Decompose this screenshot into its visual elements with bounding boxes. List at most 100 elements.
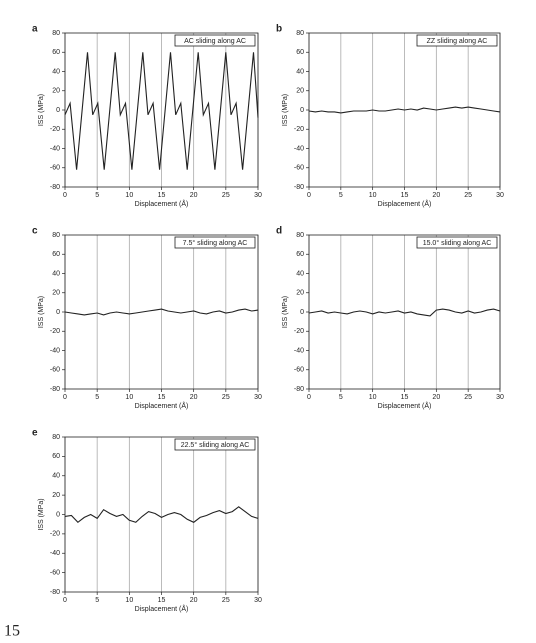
y-tick-label: -80 [50,589,60,596]
y-tick-label: 80 [52,30,60,37]
x-tick-label: 15 [401,394,409,401]
x-tick-label: 5 [95,394,99,401]
plot-frame [308,32,501,188]
x-tick-label: 15 [158,394,166,401]
y-tick-label: 20 [52,492,60,499]
panel-letter: a [32,24,38,35]
y-tick-label: -40 [294,145,304,152]
data-line [64,308,259,316]
y-tick-label: 80 [296,232,304,239]
panel-letter: d [276,226,282,237]
y-tick-label: 0 [56,107,60,114]
y-tick-label: 40 [52,270,60,277]
y-tick-label: -20 [294,328,304,335]
x-tick-label: 10 [125,394,133,401]
panel-letter: b [276,24,282,35]
y-tick-label: -60 [294,165,304,172]
y-tick-label: -60 [294,367,304,374]
x-tick-label: 25 [464,192,472,199]
x-tick-label: 15 [158,192,166,199]
legend-box [174,34,256,47]
y-tick-label: 60 [52,251,60,258]
y-tick-label: 0 [56,511,60,518]
x-tick-label: 5 [339,192,343,199]
y-axis-title: ISS (MPa) [282,296,289,328]
y-tick-label: 20 [296,88,304,95]
y-tick-label: -40 [50,550,60,557]
x-tick-label: 25 [222,394,230,401]
x-tick-label: 15 [401,192,409,199]
legend-text: 7.5° sliding along AC [183,239,248,247]
panel-letter: e [32,428,38,439]
y-tick-label: -40 [50,347,60,354]
panel-letter: c [32,226,38,237]
x-tick-label: 20 [190,597,198,604]
legend-text: 15.0° sliding along AC [423,239,492,247]
x-tick-label: 10 [369,192,377,199]
y-tick-label: 0 [56,309,60,316]
y-tick-label: -80 [50,184,60,191]
data-line [308,106,501,114]
data-line [64,52,259,170]
x-tick-label: 0 [63,192,67,199]
x-tick-label: 20 [432,394,440,401]
y-tick-label: 60 [52,49,60,56]
y-tick-label: -60 [50,367,60,374]
y-tick-label: -80 [294,184,304,191]
y-tick-label: -40 [50,145,60,152]
y-tick-label: 80 [52,434,60,441]
page-number: 15 [4,623,20,640]
y-tick-label: -20 [50,531,60,538]
x-tick-label: 30 [254,597,262,604]
y-axis-title: ISS (MPa) [282,94,289,126]
y-tick-label: -40 [294,347,304,354]
x-axis-title: Displacement (Å) [135,401,189,410]
x-tick-label: 30 [254,192,262,199]
y-tick-label: 40 [296,68,304,75]
legend-text: 22.5° sliding along AC [181,441,250,449]
x-tick-label: 30 [254,394,262,401]
y-tick-label: 80 [52,232,60,239]
y-tick-label: 40 [52,68,60,75]
x-axis-title: Displacement (Å) [378,401,432,410]
x-axis-title: Displacement (Å) [135,199,189,208]
x-tick-label: 5 [95,192,99,199]
y-tick-label: -60 [50,165,60,172]
y-tick-label: 20 [52,88,60,95]
y-axis-title: ISS (MPa) [38,94,45,126]
y-tick-label: -20 [50,328,60,335]
x-tick-label: 25 [464,394,472,401]
x-tick-label: 25 [222,192,230,199]
x-tick-label: 30 [496,394,504,401]
x-axis-title: Displacement (Å) [378,199,432,208]
y-tick-label: 0 [300,107,304,114]
x-tick-label: 5 [339,394,343,401]
y-tick-label: 60 [52,453,60,460]
data-line [308,308,501,317]
legend-box [416,34,498,47]
y-axis-title: ISS (MPa) [38,498,45,530]
y-tick-label: 40 [52,473,60,480]
x-tick-label: 0 [307,192,311,199]
y-tick-label: -20 [50,126,60,133]
x-tick-label: 20 [190,394,198,401]
plot-frame [64,436,259,593]
legend-box [174,236,256,249]
y-tick-label: -80 [294,386,304,393]
x-tick-label: 5 [95,597,99,604]
y-tick-label: 60 [296,251,304,258]
x-tick-label: 20 [432,192,440,199]
legend-box [174,438,256,451]
legend-text: AC sliding along AC [184,38,246,45]
y-tick-label: -20 [294,126,304,133]
y-tick-label: 80 [296,30,304,37]
x-tick-label: 10 [125,597,133,604]
x-tick-label: 10 [369,394,377,401]
x-tick-label: 25 [222,597,230,604]
x-tick-label: 20 [190,192,198,199]
x-tick-label: 0 [307,394,311,401]
y-tick-label: 20 [296,290,304,297]
legend-box [416,236,498,249]
x-tick-label: 15 [158,597,166,604]
